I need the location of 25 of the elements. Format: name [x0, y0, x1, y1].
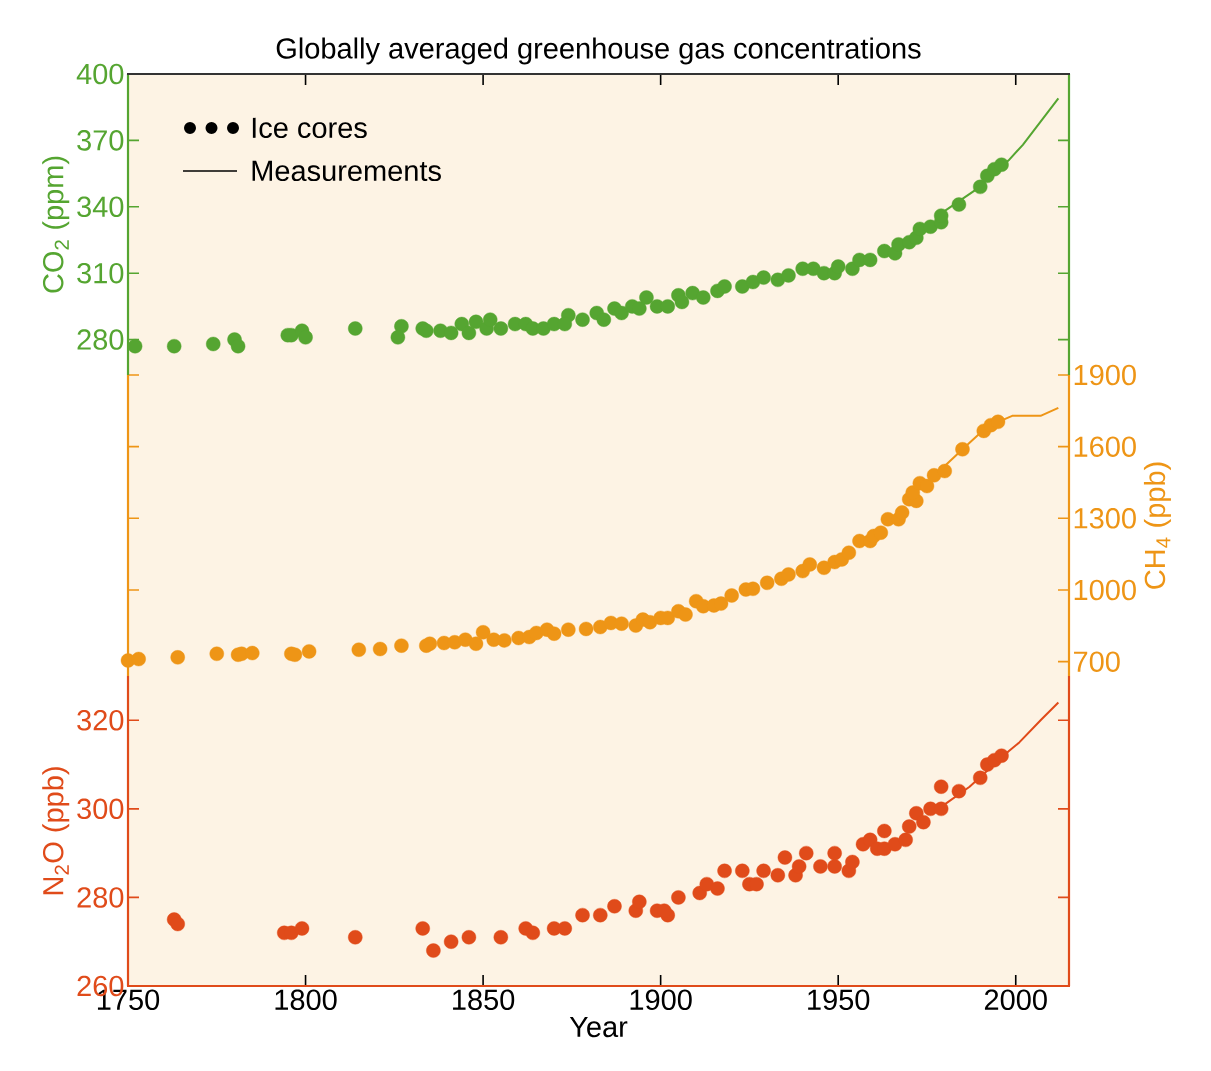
- y-tick-label: 310: [77, 262, 124, 284]
- y-axis-title: CO$_{2}$ (ppm): [42, 156, 70, 293]
- annotation: Measurements: [252, 160, 441, 182]
- x-tick-label: 1800: [275, 989, 337, 1011]
- x-tick-label: 1950: [808, 989, 870, 1011]
- y2-tick-label: 1000: [1074, 579, 1136, 601]
- y2-tick-label: 1600: [1074, 436, 1136, 457]
- annotation: Ice cores: [252, 117, 367, 139]
- y-tick-label: 300: [77, 798, 124, 820]
- y-tick-label: 400: [76, 63, 124, 85]
- x-axis-title: Year: [569, 1016, 628, 1038]
- y2-tick-label: 700: [1074, 651, 1120, 672]
- y2-tick-label: 1900: [1074, 364, 1136, 386]
- y-tick-label: 320: [77, 710, 124, 731]
- y-tick-label: 370: [77, 130, 124, 151]
- y2-axis-title: CH$_{4}$ (ppb): [1143, 462, 1171, 589]
- y-tick-label: 280: [77, 887, 124, 908]
- chart-title: Globally averaged greenhouse gas concentrations: [276, 37, 921, 65]
- y-axis-title: N$_{2}$O (ppb): [42, 767, 70, 895]
- x-tick-label: 1900: [630, 989, 692, 1011]
- y2-tick-label: 1300: [1074, 508, 1136, 529]
- x-tick-label: 1850: [453, 989, 515, 1011]
- x-tick-label: 2000: [984, 989, 1047, 1011]
- y-tick-label: 340: [77, 196, 124, 218]
- y-tick-label: 280: [77, 329, 124, 350]
